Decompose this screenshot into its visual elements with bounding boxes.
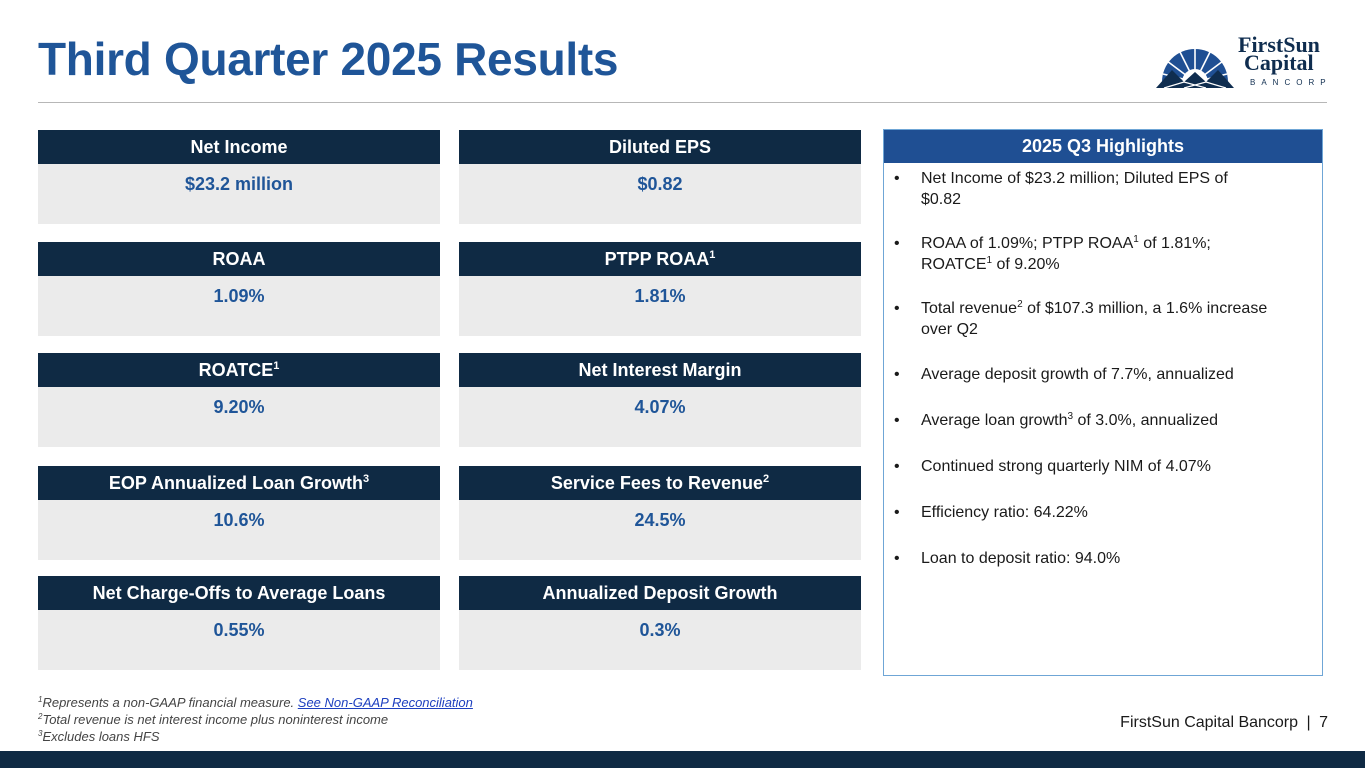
metric-label: ROATCE bbox=[198, 360, 274, 380]
non-gaap-reconciliation-link[interactable]: See Non-GAAP Reconciliation bbox=[297, 695, 473, 710]
metric-label: EOP Annualized Loan Growth bbox=[108, 473, 363, 493]
bullet: • bbox=[894, 300, 900, 317]
highlight-text: ROAA of 1.09%; PTPP ROAA bbox=[921, 235, 1134, 252]
highlights-panel: 2025 Q3 Highlights • Net Income of $23.2 … bbox=[883, 129, 1323, 676]
metric-card-diluted-eps: Diluted EPS $0.82 bbox=[459, 130, 861, 224]
footnote-1: 1Represents a non-GAAP financial measure… bbox=[38, 694, 473, 711]
metric-card-net-charge-offs: Net Charge-Offs to Average Loans 0.55% bbox=[38, 576, 440, 670]
metric-label: Diluted EPS bbox=[459, 130, 861, 164]
bullet: • bbox=[894, 170, 900, 187]
metric-value: 0.55% bbox=[213, 620, 265, 640]
metric-label: Net Interest Margin bbox=[459, 353, 861, 387]
footnote-ref: 1 bbox=[986, 255, 993, 266]
footer-bar bbox=[0, 751, 1365, 768]
footer-company-name: FirstSun Capital Bancorp bbox=[1120, 714, 1299, 731]
title-divider bbox=[38, 102, 1327, 103]
footnote-ref: 2 bbox=[762, 473, 770, 485]
metric-label: Net Charge-Offs to Average Loans bbox=[38, 576, 440, 610]
footnote-ref: 2 bbox=[1017, 299, 1023, 310]
highlight-item: • Net Income of $23.2 million; Diluted EP… bbox=[894, 168, 1271, 210]
metric-label: Service Fees to Revenue bbox=[550, 473, 763, 493]
metric-card-net-interest-margin: Net Interest Margin 4.07% bbox=[459, 353, 861, 447]
bullet: • bbox=[894, 412, 900, 429]
highlight-item: • Average deposit growth of 7.7%, annuali… bbox=[894, 364, 1271, 385]
highlights-title: 2025 Q3 Highlights bbox=[884, 130, 1322, 163]
company-logo: FirstSun Capital BANCORP bbox=[1154, 30, 1334, 92]
highlight-item: • Continued strong quarterly NIM of 4.07% bbox=[894, 456, 1271, 477]
metric-label: PTPP ROAA bbox=[604, 249, 710, 269]
metric-value: $0.82 bbox=[637, 174, 683, 194]
page-title: Third Quarter 2025 Results bbox=[38, 33, 619, 85]
highlight-text: Net Income of $23.2 million; Diluted EPS… bbox=[921, 170, 1228, 208]
highlight-text: Average loan growth bbox=[921, 412, 1068, 429]
highlight-item: • Efficiency ratio: 64.22% bbox=[894, 502, 1271, 523]
footnote-ref: 3 bbox=[1067, 411, 1074, 422]
metric-value: 1.09% bbox=[213, 286, 265, 306]
footnote-text: Total revenue is net interest income plu… bbox=[42, 712, 389, 727]
footnote-ref: 1 bbox=[273, 360, 280, 372]
footnote-2: 2Total revenue is net interest income pl… bbox=[38, 711, 388, 728]
footnote-text: Excludes loans HFS bbox=[42, 729, 160, 744]
highlight-item: • Loan to deposit ratio: 94.0% bbox=[894, 548, 1271, 569]
logo-text-firstsun: FirstSun bbox=[1238, 32, 1320, 57]
metric-card-service-fees: Service Fees to Revenue2 24.5% bbox=[459, 466, 861, 560]
footer-separator: | bbox=[1306, 714, 1311, 731]
highlight-text: Average deposit growth of 7.7%, annualiz… bbox=[921, 366, 1234, 383]
metric-card-roatce: ROATCE1 9.20% bbox=[38, 353, 440, 447]
logo-text-bancorp: BANCORP bbox=[1250, 78, 1332, 87]
metric-label-row: Service Fees to Revenue2 bbox=[459, 466, 861, 500]
bullet: • bbox=[894, 235, 900, 252]
metric-value: 9.20% bbox=[213, 397, 265, 417]
bullet: • bbox=[894, 458, 900, 475]
metric-label: Annualized Deposit Growth bbox=[459, 576, 861, 610]
metric-value: 0.3% bbox=[639, 620, 681, 640]
metric-value: 10.6% bbox=[213, 510, 265, 530]
metric-label-row: EOP Annualized Loan Growth3 bbox=[38, 466, 440, 500]
bullet: • bbox=[894, 550, 900, 567]
footnote-text: Represents a non-GAAP financial measure. bbox=[42, 695, 298, 710]
metric-label: Net Income bbox=[38, 130, 440, 164]
logo-text-capital: Capital bbox=[1244, 50, 1314, 75]
footnote-ref: 3 bbox=[362, 473, 370, 485]
footnote-number: 1 bbox=[38, 695, 43, 704]
highlight-text: of 1.81%; ROATCE bbox=[921, 235, 1211, 273]
highlight-item: • Average loan growth3 of 3.0%, annualize… bbox=[894, 410, 1271, 431]
footnote-ref: 1 bbox=[1133, 234, 1139, 245]
metric-value: $23.2 million bbox=[184, 174, 294, 194]
metric-card-ptpp-roaa: PTPP ROAA1 1.81% bbox=[459, 242, 861, 336]
highlight-item: • Total revenue2 of $107.3 million, a 1.6… bbox=[894, 298, 1271, 340]
bullet: • bbox=[894, 504, 900, 521]
metric-label-row: ROATCE1 bbox=[38, 353, 440, 387]
metric-label-row: PTPP ROAA1 bbox=[459, 242, 861, 276]
bullet: • bbox=[894, 366, 900, 383]
highlight-text: Loan to deposit ratio: 94.0% bbox=[921, 550, 1121, 567]
highlight-text: Continued strong quarterly NIM of 4.07% bbox=[921, 458, 1211, 475]
metric-card-eop-loan-growth: EOP Annualized Loan Growth3 10.6% bbox=[38, 466, 440, 560]
metric-value: 24.5% bbox=[634, 510, 686, 530]
highlight-item: • ROAA of 1.09%; PTPP ROAA1 of 1.81%; ROA… bbox=[894, 233, 1271, 275]
footer-brand: FirstSun Capital Bancorp | 7 bbox=[1120, 714, 1328, 732]
footnote-number: 2 bbox=[38, 712, 43, 721]
metric-card-deposit-growth: Annualized Deposit Growth 0.3% bbox=[459, 576, 861, 670]
highlight-text: Total revenue bbox=[921, 300, 1018, 317]
footnote-ref: 1 bbox=[709, 249, 716, 261]
sunburst-logo-icon bbox=[1156, 46, 1234, 90]
highlight-text: Efficiency ratio: 64.22% bbox=[921, 504, 1088, 521]
highlight-text: of 9.20% bbox=[992, 256, 1060, 273]
footnote-3: 3Excludes loans HFS bbox=[38, 728, 160, 745]
highlight-text: of 3.0%, annualized bbox=[1073, 412, 1219, 429]
highlight-text: of $107.3 million, a 1.6% increase over … bbox=[921, 300, 1268, 338]
metric-value: 1.81% bbox=[634, 286, 686, 306]
footnote-number: 3 bbox=[38, 729, 43, 738]
metric-label: ROAA bbox=[38, 242, 440, 276]
metric-value: 4.07% bbox=[634, 397, 686, 417]
page-number: 7 bbox=[1319, 714, 1328, 731]
metric-card-net-income: Net Income $23.2 million bbox=[38, 130, 440, 224]
metric-card-roaa: ROAA 1.09% bbox=[38, 242, 440, 336]
